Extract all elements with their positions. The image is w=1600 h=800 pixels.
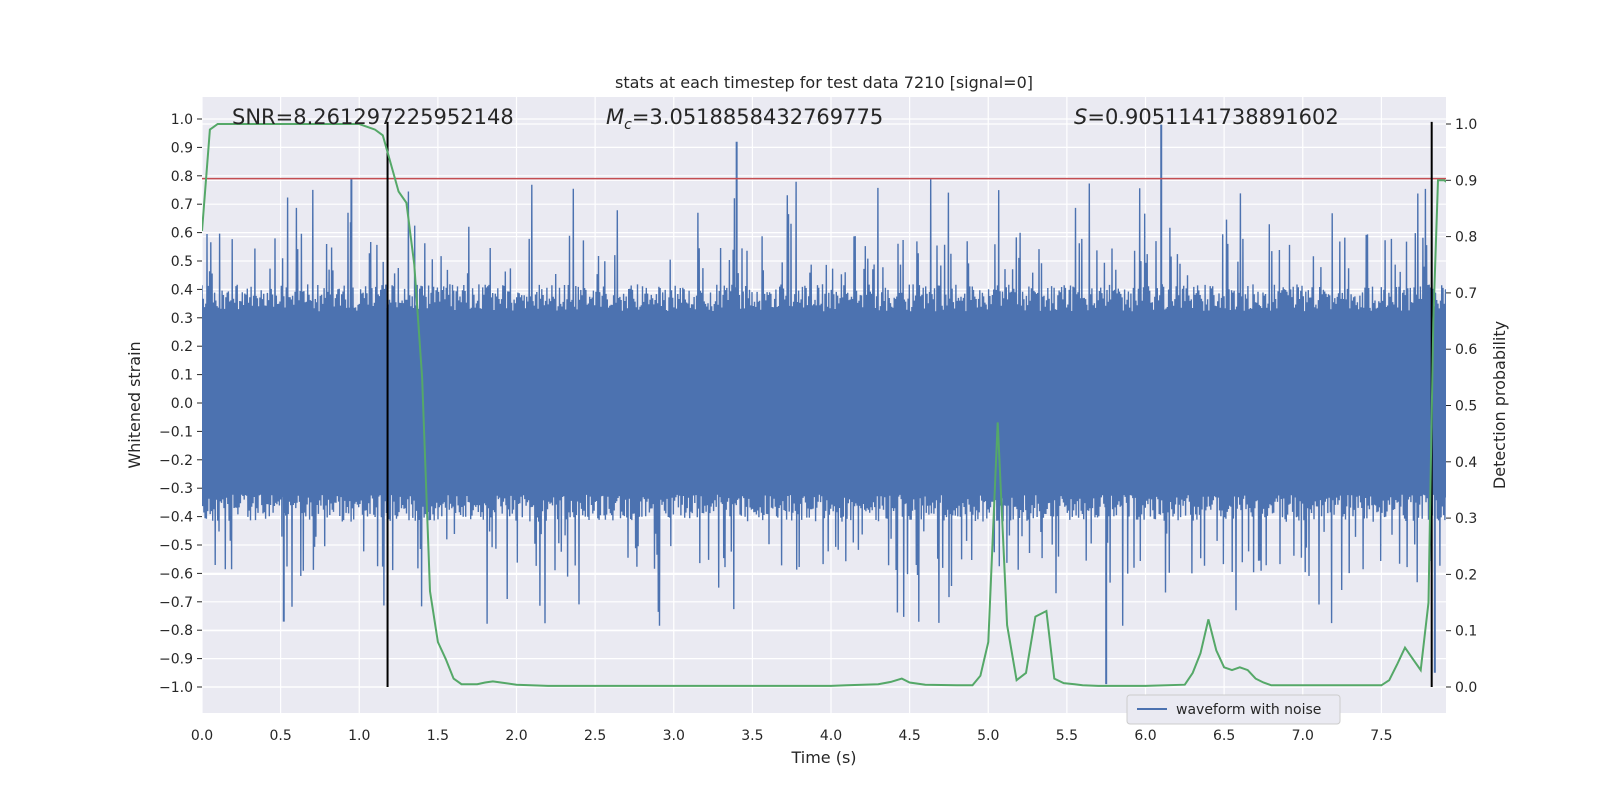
x-tick-label: 4.0: [820, 728, 842, 744]
x-tick-label: 0.0: [191, 728, 213, 744]
chirp-mass-value: =3.0518858432769775: [632, 105, 883, 129]
y2-tick-label: 0.3: [1455, 511, 1477, 527]
y-tick-label: −0.1: [159, 424, 193, 440]
chirp-mass-subscript: c: [624, 117, 632, 133]
chirp-mass-symbol: M: [606, 105, 624, 129]
y-tick-label: 0.1: [171, 368, 193, 384]
y2-tick-label: 1.0: [1455, 117, 1477, 133]
x-tick-label: 3.0: [663, 728, 685, 744]
y-tick-label: −0.2: [159, 453, 193, 469]
x-tick-label: 5.5: [1056, 728, 1078, 744]
y-tick-label: −0.4: [159, 510, 193, 526]
y-tick-label: 0.8: [171, 169, 193, 185]
x-tick-label: 0.5: [269, 728, 291, 744]
s-stat: S=0.9051141738891602: [1074, 105, 1339, 129]
y-tick-label: −1.0: [159, 680, 193, 696]
chirp-mass-stat: Mc=3.0518858432769775: [606, 105, 883, 133]
y-tick-label: 0.6: [171, 226, 193, 242]
y2-tick-label: 0.4: [1455, 455, 1477, 471]
x-tick-label: 2.5: [584, 728, 606, 744]
x-tick-label: 7.5: [1370, 728, 1392, 744]
x-axis-ticks: 0.0 0.5 1.0 1.5 2.0 2.5 3.0 3.5 4.0 4.5 5.0 5.5 6.0 6…: [191, 728, 1393, 744]
waveform-series: [202, 178, 1446, 626]
chart-title: stats at each timestep for test data 721…: [615, 73, 1033, 92]
x-tick-label: 1.0: [348, 728, 370, 744]
s-symbol: S: [1074, 105, 1087, 129]
y2-axis-label: Detection probability: [1490, 321, 1509, 489]
y-tick-label: 0.7: [171, 197, 193, 213]
y-axis-ticks: 1.0 0.9 0.8 0.7 0.6 0.5 0.4 0.3 0.2 0.1 0.0 −0.1 −0.…: [159, 112, 202, 696]
y-tick-label: −0.5: [159, 538, 193, 554]
y2-tick-label: 0.9: [1455, 173, 1477, 189]
s-value: =0.9051141738891602: [1087, 105, 1338, 129]
legend: waveform with noise: [1126, 694, 1341, 725]
y-tick-label: −0.3: [159, 481, 193, 497]
y-tick-label: 0.2: [171, 339, 193, 355]
x-tick-label: 3.5: [741, 728, 763, 744]
y2-tick-label: 0.5: [1455, 399, 1477, 415]
waveform-spikes: [282, 124, 1436, 685]
x-tick-label: 6.0: [1134, 728, 1156, 744]
y-tick-label: 0.5: [171, 254, 193, 270]
y-tick-label: −0.9: [159, 652, 193, 668]
y2-tick-label: 0.2: [1455, 567, 1477, 583]
detection-probability-series: [202, 123, 1446, 687]
x-tick-label: 2.0: [505, 728, 527, 744]
y2-tick-label: 0.0: [1455, 680, 1477, 696]
legend-label: waveform with noise: [1176, 702, 1321, 718]
y2-tick-label: 0.8: [1455, 230, 1477, 246]
legend-box: [1126, 694, 1341, 725]
x-tick-label: 1.5: [427, 728, 449, 744]
y-tick-label: 0.9: [171, 140, 193, 156]
snr-stat: SNR=8.261297225952148: [232, 105, 514, 129]
x-tick-label: 6.5: [1213, 728, 1235, 744]
y-tick-label: −0.6: [159, 566, 193, 582]
x-axis-label: Time (s): [790, 748, 856, 767]
x-tick-label: 7.0: [1292, 728, 1314, 744]
y-tick-label: −0.7: [159, 595, 193, 611]
y-tick-label: 1.0: [171, 112, 193, 128]
y2-axis-ticks: 1.0 0.9 0.8 0.7 0.6 0.5 0.4 0.3 0.2 0.1 0.0: [1446, 117, 1477, 696]
y-tick-label: 0.4: [171, 282, 193, 298]
x-tick-label: 4.5: [898, 728, 920, 744]
y-axis-label: Whitened strain: [125, 341, 144, 468]
y2-tick-label: 0.1: [1455, 624, 1477, 640]
y-tick-label: −0.8: [159, 623, 193, 639]
x-tick-label: 5.0: [977, 728, 999, 744]
y-tick-label: 0.0: [171, 396, 193, 412]
y2-tick-label: 0.7: [1455, 286, 1477, 302]
y2-tick-label: 0.6: [1455, 342, 1477, 358]
y-tick-label: 0.3: [171, 311, 193, 327]
